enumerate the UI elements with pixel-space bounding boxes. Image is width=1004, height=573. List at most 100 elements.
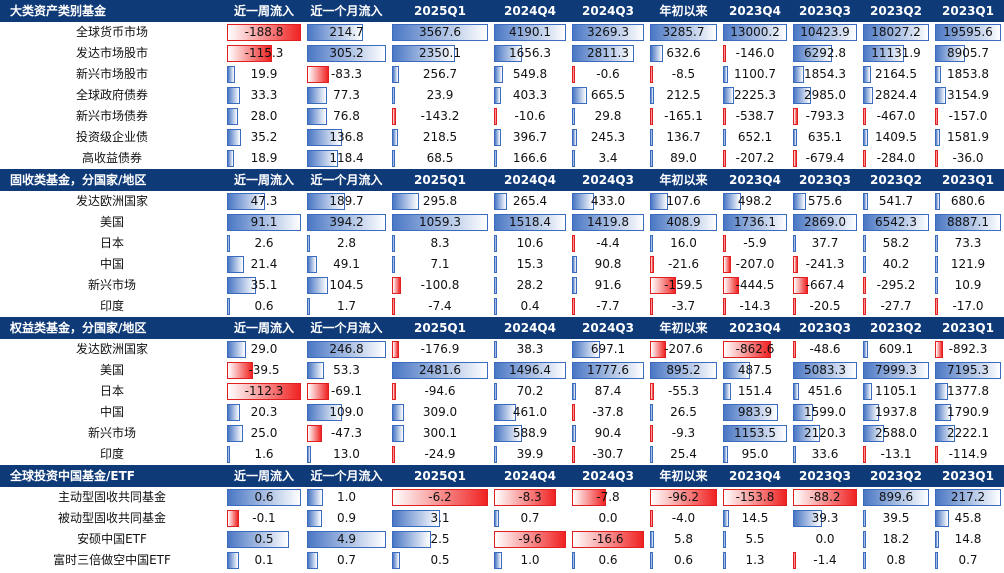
cell-value: 588.9 [512,426,548,440]
column-header: 2023Q1 [942,321,994,335]
value-cell: -153.8 [720,487,790,508]
row-label: 发达市场股市 [75,46,148,60]
value-cell: 403.3 [491,85,569,106]
data-bar-positive [392,235,395,252]
cell-value: -37.8 [592,405,624,419]
value-cell: 35.1 [224,275,304,296]
value-cell: 3154.9 [932,85,1004,106]
row-label: 高收益债券 [81,151,142,165]
row-label: 投资级企业债 [75,130,148,144]
data-bar-positive [494,383,497,400]
value-cell: -467.0 [860,106,932,127]
data-bar-positive [723,87,734,104]
cell-value: -892.3 [948,342,988,356]
data-bar-positive [227,277,256,294]
data-bar-negative [392,108,396,125]
data-bar-positive [793,45,832,62]
row-label: 富时三倍做空中国ETF [53,553,171,567]
column-header: 近一周流入 [233,469,294,483]
data-bar-positive [572,341,600,358]
value-cell: -793.3 [790,106,860,127]
data-bar-positive [572,150,575,167]
data-bar-positive [494,362,566,379]
value-cell: 408.9 [647,212,720,233]
value-cell: 487.5 [720,360,790,381]
section-header: 固收类基金，分国家/地区 近一周流入 近一个月流入 2025Q1 2024Q4 2024Q… [0,169,1004,191]
value-cell: -207.6 [647,339,720,360]
cell-value: 451.6 [807,384,843,398]
value-cell: 461.0 [491,402,569,423]
data-bar-positive [392,45,455,62]
value-cell: 40.2 [860,254,932,275]
data-bar-negative [494,489,556,506]
value-cell: 433.0 [569,191,647,212]
cell-value: -7.8 [596,490,620,504]
value-cell: 665.5 [569,85,647,106]
value-cell: -7.4 [389,296,491,317]
data-bar-positive [494,45,522,62]
value-cell: -9.3 [647,423,720,444]
value-cell: -892.3 [932,339,1004,360]
column-header: 近一个月流入 [310,4,383,18]
value-cell: 76.8 [304,106,389,127]
cell-value: 1105.1 [875,384,917,398]
value-cell: 0.6 [569,550,647,571]
data-bar-negative [793,341,796,358]
cell-value: 408.9 [666,215,701,229]
table-row: 新兴市场债券 28.0 76.8 -143.2 -10.6 29.8 -165.1 -538.… [0,106,1004,127]
column-header: 2025Q1 [414,469,466,483]
cell-value: 6542.3 [875,215,917,229]
value-cell: -96.2 [647,487,720,508]
cell-value: 107.6 [666,194,701,208]
value-cell: 1599.0 [790,402,860,423]
cell-value: 47.3 [250,194,278,208]
value-cell: 19.9 [224,64,304,85]
data-bar-positive [935,383,948,400]
data-bar-positive [863,510,866,527]
cell-value: -7.7 [596,299,620,313]
value-cell: -159.5 [647,275,720,296]
data-bar-negative [723,150,726,167]
data-bar-negative [307,425,322,442]
row-label: 中国 [99,257,124,271]
row-label: 日本 [99,384,124,398]
data-bar-negative [307,383,329,400]
table-row: 全球政府债券 33.3 77.3 23.9 403.3 665.5 212.5 2225.3 2… [0,85,1004,106]
data-bar-positive [307,108,327,125]
data-bar-positive [307,24,363,41]
value-cell: -284.0 [860,148,932,169]
data-bar-positive [935,193,940,210]
cell-value: 29.0 [250,342,278,356]
cell-value: 697.1 [590,342,626,356]
value-cell: 45.8 [932,508,1004,529]
value-cell: -55.3 [647,381,720,402]
value-cell: 2225.3 [720,85,790,106]
data-bar-positive [863,129,868,146]
value-cell: -17.0 [932,296,1004,317]
cell-value: 25.4 [670,447,697,461]
cell-value: -6.2 [428,490,452,504]
cell-value: 2350.1 [419,46,461,60]
value-cell: 19595.6 [932,22,1004,43]
section-header: 权益类基金，分国家/地区 近一周流入 近一个月流入 2025Q1 2024Q4 2024Q… [0,317,1004,339]
data-bar-positive [307,87,327,104]
data-bar-positive [392,193,419,210]
cell-value: 104.5 [329,278,364,292]
data-bar-negative [863,108,866,125]
value-cell: 0.6 [224,487,304,508]
cell-value: -165.1 [664,109,703,123]
data-bar-positive [863,404,879,421]
cell-value: -241.3 [805,257,845,271]
data-bar-positive [935,552,938,569]
data-bar-positive [307,193,345,210]
value-cell: -7.7 [569,296,647,317]
data-bar-negative [650,108,653,125]
cell-value: 0.8 [886,553,906,567]
data-bar-negative [572,298,575,315]
cell-value: 118.4 [329,151,364,165]
cell-value: 1100.7 [734,67,776,81]
cell-value: 14.5 [741,511,769,525]
cell-value: -94.6 [424,384,456,398]
cell-value: 53.3 [333,363,360,377]
